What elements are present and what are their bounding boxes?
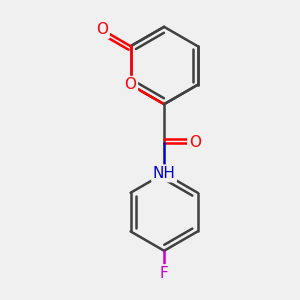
Text: F: F xyxy=(160,266,169,281)
Text: O: O xyxy=(189,135,201,150)
Text: O: O xyxy=(124,77,136,92)
Text: O: O xyxy=(96,22,108,38)
Text: NH: NH xyxy=(153,166,175,181)
